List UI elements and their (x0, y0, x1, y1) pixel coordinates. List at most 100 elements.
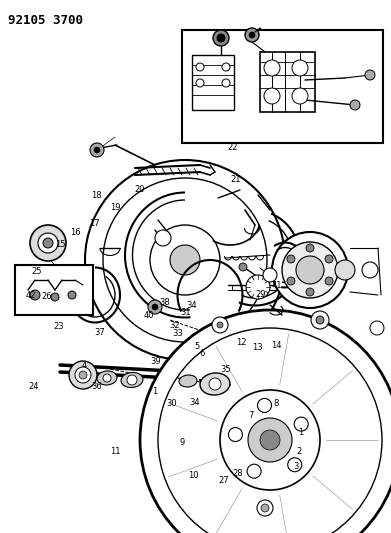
Circle shape (148, 300, 162, 314)
Text: 8: 8 (273, 399, 279, 408)
Ellipse shape (200, 373, 230, 395)
Circle shape (30, 225, 66, 261)
Text: 27: 27 (219, 476, 230, 484)
Circle shape (127, 375, 137, 385)
Circle shape (30, 290, 40, 300)
Text: 31: 31 (180, 309, 191, 317)
Circle shape (335, 260, 355, 280)
Circle shape (155, 230, 171, 246)
Text: 39: 39 (150, 357, 161, 366)
Circle shape (257, 500, 273, 516)
Text: 42: 42 (25, 291, 36, 300)
Circle shape (212, 317, 228, 333)
Circle shape (306, 288, 314, 296)
Circle shape (140, 310, 391, 533)
Circle shape (247, 464, 261, 478)
Circle shape (272, 232, 348, 308)
Circle shape (264, 88, 280, 104)
Circle shape (249, 32, 255, 38)
Circle shape (282, 242, 338, 298)
Bar (15, 265, 93, 315)
Circle shape (258, 399, 271, 413)
Text: 21: 21 (230, 175, 240, 184)
Circle shape (316, 316, 324, 324)
Circle shape (264, 60, 280, 76)
Circle shape (170, 245, 200, 275)
Text: 36: 36 (91, 383, 102, 391)
Text: 17: 17 (89, 219, 100, 228)
Text: 35: 35 (221, 366, 231, 374)
Circle shape (90, 143, 104, 157)
Text: 23: 23 (53, 322, 64, 330)
Text: 2: 2 (297, 448, 302, 456)
Text: 9: 9 (179, 438, 185, 447)
Circle shape (246, 275, 270, 299)
Circle shape (263, 268, 277, 282)
Circle shape (306, 244, 314, 252)
Circle shape (150, 225, 220, 295)
Circle shape (213, 30, 229, 46)
Text: 1: 1 (298, 428, 304, 437)
Text: 4: 4 (81, 361, 87, 370)
Circle shape (245, 28, 259, 42)
Circle shape (51, 293, 59, 301)
Circle shape (103, 178, 267, 342)
Circle shape (362, 262, 378, 278)
Text: 38: 38 (160, 298, 170, 307)
Text: 34: 34 (186, 301, 197, 310)
Text: 41: 41 (272, 281, 282, 289)
Text: 20: 20 (135, 185, 145, 193)
Circle shape (287, 277, 295, 285)
Circle shape (69, 361, 97, 389)
Circle shape (75, 367, 91, 383)
Text: 24: 24 (28, 383, 38, 391)
Circle shape (79, 371, 87, 379)
Circle shape (158, 328, 382, 533)
Circle shape (85, 160, 285, 360)
Circle shape (287, 255, 295, 263)
Circle shape (261, 504, 269, 512)
Circle shape (294, 417, 308, 431)
Circle shape (220, 390, 320, 490)
Text: 30: 30 (167, 399, 178, 408)
Text: 6: 6 (200, 350, 205, 358)
Text: 19: 19 (111, 204, 121, 212)
Text: 16: 16 (70, 229, 81, 237)
Text: 22: 22 (227, 143, 237, 151)
Text: 34: 34 (189, 398, 200, 407)
Circle shape (311, 311, 329, 329)
Text: 18: 18 (91, 191, 102, 199)
Circle shape (370, 321, 384, 335)
Circle shape (43, 238, 53, 248)
Circle shape (365, 70, 375, 80)
Circle shape (196, 63, 204, 71)
Text: 7: 7 (248, 411, 253, 419)
Text: 92105 3700: 92105 3700 (8, 14, 83, 27)
Text: 29: 29 (256, 290, 266, 298)
Circle shape (228, 427, 242, 441)
Circle shape (152, 304, 158, 310)
Circle shape (325, 255, 333, 263)
Text: 11: 11 (110, 448, 120, 456)
Bar (260, 52, 315, 112)
Circle shape (38, 233, 58, 253)
Text: 37: 37 (94, 328, 105, 337)
Circle shape (239, 263, 247, 271)
Bar (192, 55, 234, 110)
Circle shape (350, 100, 360, 110)
Text: 3: 3 (293, 462, 298, 471)
Circle shape (196, 79, 204, 87)
Text: 40: 40 (143, 311, 154, 319)
Text: 33: 33 (172, 329, 183, 337)
Circle shape (209, 378, 221, 390)
Circle shape (325, 277, 333, 285)
Circle shape (103, 374, 111, 382)
Text: 1: 1 (152, 387, 157, 395)
Text: 10: 10 (188, 472, 199, 480)
Ellipse shape (97, 371, 117, 385)
Circle shape (292, 60, 308, 76)
Bar (182, 30, 383, 143)
Text: 32: 32 (169, 321, 180, 329)
Ellipse shape (179, 375, 197, 387)
Circle shape (94, 147, 100, 153)
